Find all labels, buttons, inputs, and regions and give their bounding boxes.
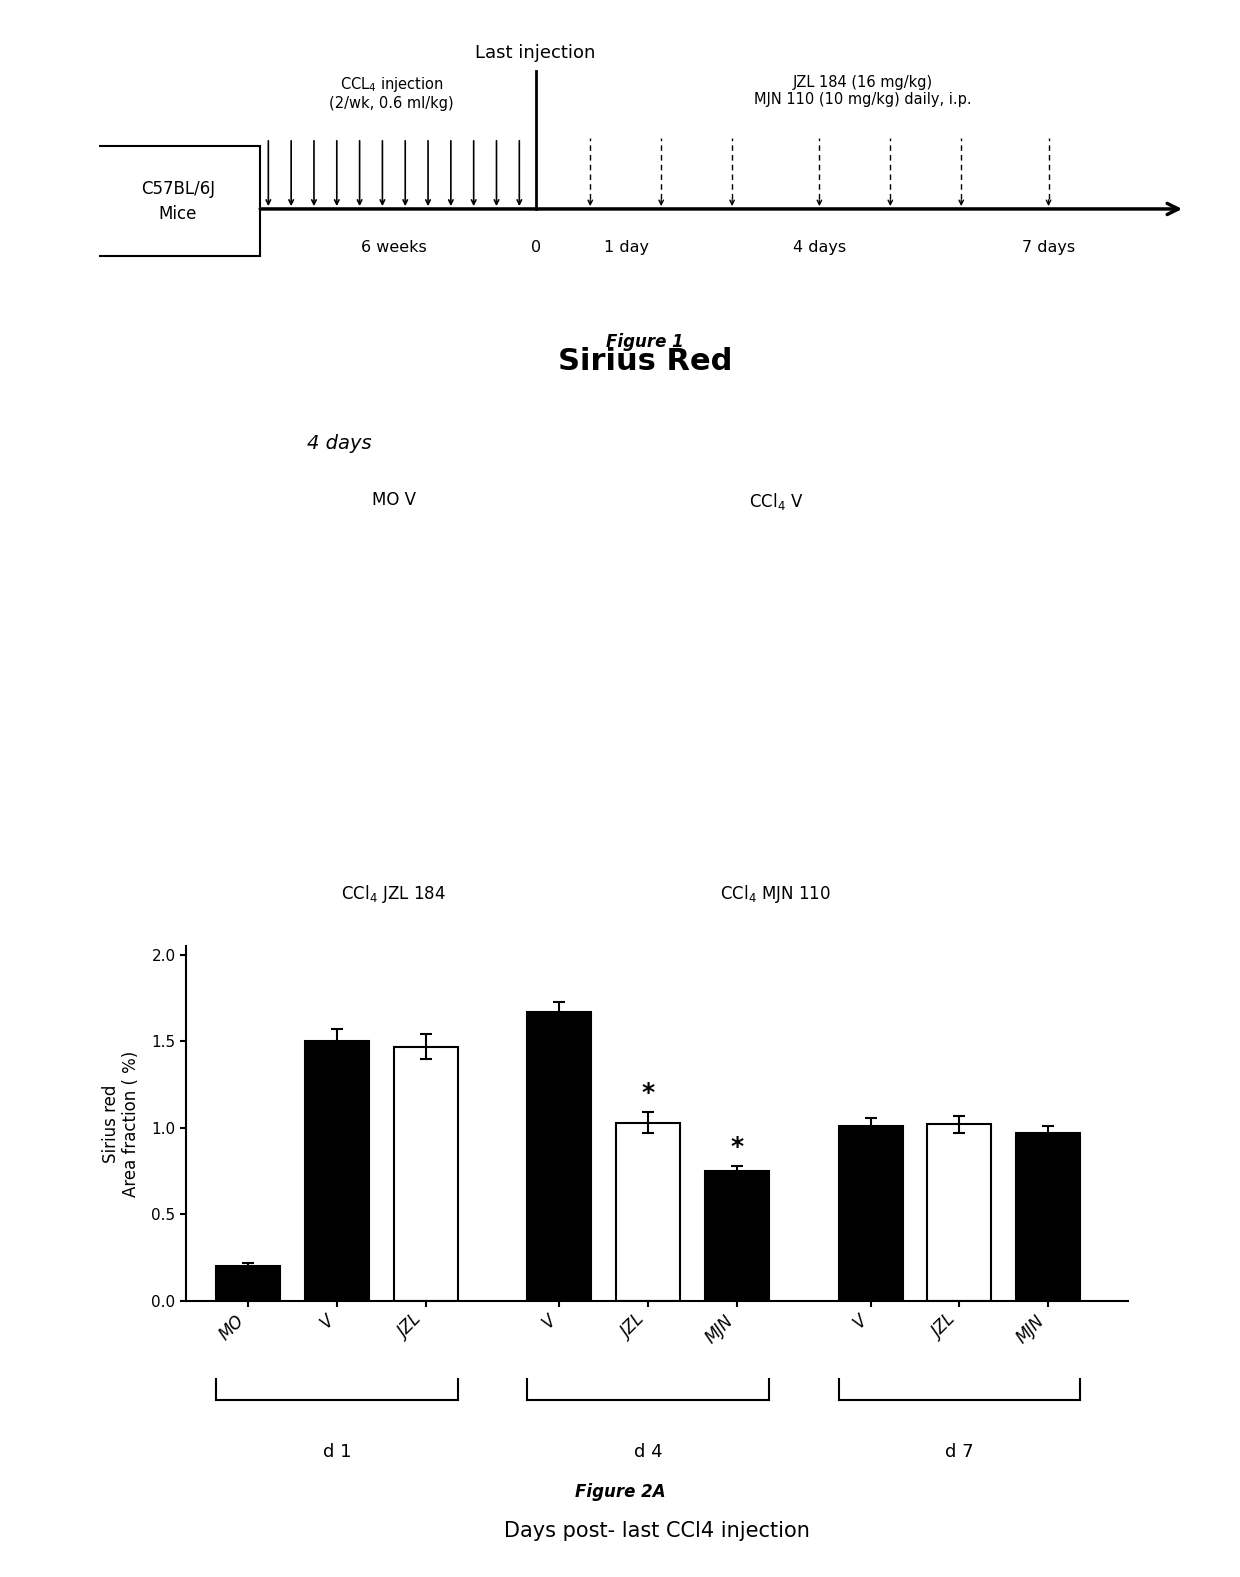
Text: *: *: [642, 1082, 655, 1105]
Text: CCl$_4$ V: CCl$_4$ V: [749, 490, 804, 513]
Bar: [838, 1126, 903, 1301]
Text: Figure 1: Figure 1: [606, 333, 683, 350]
Text: CCL$_4$ injection
(2/wk, 0.6 ml/kg): CCL$_4$ injection (2/wk, 0.6 ml/kg): [330, 74, 454, 112]
Text: 7 days: 7 days: [1022, 241, 1075, 255]
Bar: [928, 1124, 992, 1301]
FancyBboxPatch shape: [95, 145, 259, 255]
Text: Sirius Red: Sirius Red: [558, 347, 732, 375]
Text: Days post- last CCl4 injection: Days post- last CCl4 injection: [505, 1520, 810, 1541]
Text: C57BL/6J
Mice: C57BL/6J Mice: [140, 180, 215, 222]
Text: 6 weeks: 6 weeks: [361, 241, 427, 255]
Bar: [305, 1041, 370, 1301]
Bar: [616, 1123, 681, 1301]
Text: Last injection: Last injection: [475, 44, 596, 62]
Text: 4 days: 4 days: [792, 241, 846, 255]
Text: CCl$_4$ JZL 184: CCl$_4$ JZL 184: [341, 883, 446, 905]
Text: MO V: MO V: [372, 490, 415, 509]
Text: d 7: d 7: [945, 1443, 973, 1460]
Text: 1 day: 1 day: [604, 241, 649, 255]
Text: 4 days: 4 days: [308, 434, 372, 453]
Bar: [527, 1012, 591, 1301]
Bar: [394, 1047, 458, 1301]
Y-axis label: Sirius red
Area fraction ( %): Sirius red Area fraction ( %): [102, 1050, 140, 1197]
Text: Figure 2A: Figure 2A: [574, 1484, 666, 1501]
Text: 0: 0: [531, 241, 541, 255]
Text: d 4: d 4: [634, 1443, 662, 1460]
Bar: [1017, 1134, 1080, 1301]
Bar: [706, 1172, 769, 1301]
Bar: [216, 1266, 280, 1301]
Text: JZL 184 (16 mg/kg)
MJN 110 (10 mg/kg) daily, i.p.: JZL 184 (16 mg/kg) MJN 110 (10 mg/kg) da…: [754, 74, 972, 107]
Text: *: *: [730, 1135, 744, 1159]
Text: d 1: d 1: [322, 1443, 351, 1460]
Text: CCl$_4$ MJN 110: CCl$_4$ MJN 110: [720, 883, 831, 905]
